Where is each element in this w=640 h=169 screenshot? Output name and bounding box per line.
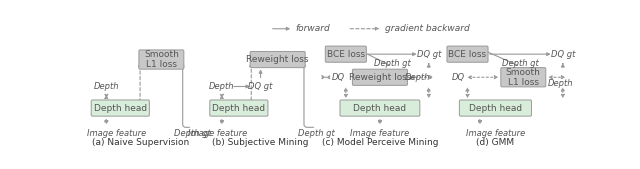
Text: DQ gt: DQ gt	[417, 50, 441, 59]
Text: (c) Model Perceive Mining: (c) Model Perceive Mining	[322, 138, 438, 147]
FancyBboxPatch shape	[353, 69, 408, 85]
FancyBboxPatch shape	[92, 100, 149, 116]
Text: Image feature: Image feature	[188, 129, 247, 138]
FancyBboxPatch shape	[447, 46, 488, 62]
Text: Depth head: Depth head	[93, 104, 147, 113]
Text: Depth gt: Depth gt	[374, 59, 411, 68]
Text: BCE loss: BCE loss	[449, 50, 486, 59]
Text: Image feature: Image feature	[466, 129, 525, 138]
Text: Depth: Depth	[93, 82, 119, 91]
Text: DQ: DQ	[452, 73, 465, 82]
FancyBboxPatch shape	[501, 68, 546, 87]
Text: forward: forward	[296, 24, 330, 33]
Text: Depth: Depth	[209, 82, 235, 91]
Text: Depth head: Depth head	[212, 104, 266, 113]
FancyBboxPatch shape	[340, 100, 420, 116]
Text: Depth: Depth	[548, 79, 573, 88]
Text: Depth head: Depth head	[469, 104, 522, 113]
Text: (a) Naive Supervision: (a) Naive Supervision	[92, 138, 189, 147]
Text: Depth: Depth	[404, 73, 430, 82]
Text: Depth head: Depth head	[353, 104, 406, 113]
Text: Reweight loss: Reweight loss	[246, 55, 309, 64]
Text: Smooth
L1 loss: Smooth L1 loss	[506, 68, 541, 87]
Text: Depth gt: Depth gt	[502, 59, 539, 68]
FancyBboxPatch shape	[139, 50, 184, 69]
Text: DQ gt: DQ gt	[248, 82, 273, 91]
Text: Depth gt: Depth gt	[174, 129, 211, 138]
Text: Image feature: Image feature	[350, 129, 410, 138]
FancyBboxPatch shape	[250, 52, 305, 68]
Text: Image feature: Image feature	[87, 129, 146, 138]
Text: (d) GMM: (d) GMM	[476, 138, 515, 147]
Text: Smooth
L1 loss: Smooth L1 loss	[144, 50, 179, 69]
FancyBboxPatch shape	[460, 100, 531, 116]
Text: Depth gt: Depth gt	[298, 129, 335, 138]
Text: BCE loss: BCE loss	[327, 50, 365, 59]
Text: gradient backward: gradient backward	[385, 24, 469, 33]
Text: (b) Subjective Mining: (b) Subjective Mining	[212, 138, 308, 147]
Text: DQ: DQ	[332, 73, 344, 82]
Text: DQ gt: DQ gt	[550, 50, 575, 59]
FancyBboxPatch shape	[210, 100, 268, 116]
Text: Reweight loss: Reweight loss	[349, 73, 411, 82]
FancyBboxPatch shape	[325, 46, 366, 62]
